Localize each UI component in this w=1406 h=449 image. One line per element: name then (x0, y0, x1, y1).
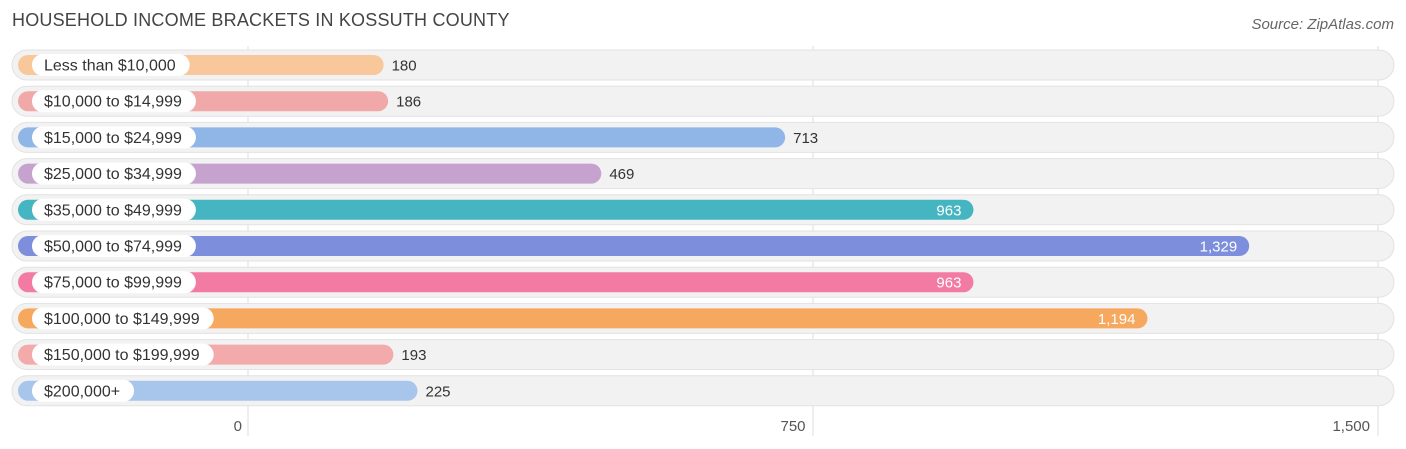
category-label-pill (32, 235, 196, 257)
category-label: $25,000 to $34,999 (44, 166, 182, 183)
value-label: 225 (426, 383, 451, 400)
value-label: 180 (392, 58, 417, 75)
bar-row: $75,000 to $99,999 963 (11, 266, 1395, 298)
category-label-pill (32, 198, 196, 221)
chart-title: HOUSEHOLD INCOME BRACKETS IN KOSSUTH COU… (12, 10, 510, 30)
bar-row: $35,000 to $49,999 963 (11, 194, 1395, 226)
bar (18, 236, 1250, 256)
value-label: 186 (396, 94, 421, 111)
value-label: 193 (401, 347, 426, 364)
bar-row: $150,000 to $199,999 193 (11, 339, 1395, 371)
bar (18, 272, 974, 293)
category-label: $15,000 to $24,999 (44, 130, 182, 147)
category-label: $75,000 to $99,999 (44, 275, 182, 292)
value-label: 1,329 (1200, 239, 1238, 256)
category-label: Less than $10,000 (44, 58, 176, 75)
category-label-pill (32, 271, 196, 294)
x-tick-label: 1,500 (1332, 418, 1370, 435)
category-label: $50,000 to $74,999 (44, 239, 182, 256)
value-label: 713 (793, 130, 818, 147)
category-label-pill (32, 379, 135, 402)
x-tick-label: 750 (780, 418, 805, 435)
source-credit: Source: ZipAtlas.com (1251, 16, 1394, 33)
bar-row: $200,000+ 225 (11, 375, 1395, 407)
category-label-pill (32, 54, 190, 76)
category-label-pill (32, 90, 196, 113)
bar-row: $10,000 to $14,999 186 (11, 85, 1395, 117)
category-label: $35,000 to $49,999 (44, 202, 182, 219)
bar (18, 127, 786, 148)
bar (18, 308, 1148, 329)
value-label: 1,194 (1098, 311, 1136, 328)
category-label: $10,000 to $14,999 (44, 94, 182, 111)
category-label: $100,000 to $149,999 (44, 311, 200, 328)
category-label: $150,000 to $199,999 (44, 347, 200, 364)
category-label-pill (32, 126, 196, 149)
bar-row: $25,000 to $34,999 469 (11, 158, 1395, 190)
category-label: $200,000+ (44, 383, 120, 400)
x-tick-label: 0 (234, 418, 242, 435)
bar-row: Less than $10,000 180 (11, 49, 1395, 81)
bar (18, 199, 974, 220)
value-label: 469 (609, 166, 634, 183)
bar-row: $15,000 to $24,999 713 (11, 121, 1395, 153)
category-label-pill (32, 162, 196, 185)
category-label-pill (32, 343, 214, 366)
bar-row: $50,000 to $74,999 1,329 (11, 230, 1395, 262)
category-label-pill (32, 307, 214, 330)
value-label: 963 (936, 202, 961, 219)
value-label: 963 (936, 275, 961, 292)
bar-row: $100,000 to $149,999 1,194 (11, 302, 1395, 334)
